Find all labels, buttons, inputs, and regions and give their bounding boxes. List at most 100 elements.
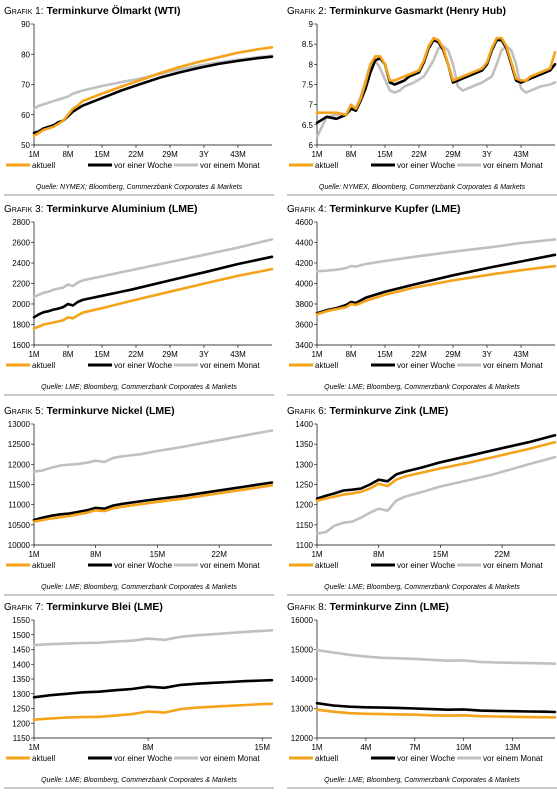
y-tick-label: 1400: [12, 660, 30, 669]
chart-panel-4: Grafik 4: Terminkurve Kupfer (LME) 3400 36…: [287, 202, 557, 397]
x-tick-label: 3Y: [482, 150, 492, 159]
x-tick-label: 43M: [230, 350, 246, 359]
legend-label-woche: vor einer Woche: [397, 561, 456, 570]
y-tick-label: 7.5: [302, 81, 314, 90]
series-line-aktuell: [32, 45, 274, 138]
x-tick-label: 4M: [360, 743, 371, 752]
y-tick-label: 11500: [8, 481, 30, 490]
chart-title-text: Terminkurve Gasmarkt (Henry Hub): [329, 5, 507, 17]
x-tick-label: 13M: [505, 743, 521, 752]
chart-title: Grafik 3: Terminkurve Aluminium (LME): [4, 202, 274, 216]
chart-title-text: Terminkurve Blei (LME): [46, 601, 163, 613]
y-tick-label: 4400: [295, 239, 313, 248]
chart-title-text: Terminkurve Zinn (LME): [329, 601, 449, 613]
series-line-aktuell: [315, 36, 557, 117]
y-tick-label: 13000: [291, 705, 314, 714]
y-tick-label: 90: [21, 20, 30, 29]
y-tick-label: 2000: [12, 300, 30, 309]
chart-title-text: Terminkurve Ölmarkt (WTI): [46, 5, 181, 17]
series-line-monat: [315, 455, 557, 535]
x-tick-label: 22M: [494, 550, 510, 559]
x-tick-label: 29M: [445, 350, 461, 359]
y-tick-label: 1200: [295, 501, 313, 510]
x-tick-label: 3Y: [199, 150, 209, 159]
y-tick-label: 4000: [295, 280, 313, 289]
legend-label-monat: vor einem Monat: [483, 561, 543, 570]
chart-panel-2: Grafik 2: Terminkurve Gasmarkt (Henry Hu…: [287, 4, 557, 197]
y-tick-label: 12500: [8, 440, 31, 449]
chart-title: Grafik 6: Terminkurve Zink (LME): [287, 404, 557, 418]
divider: [287, 594, 557, 596]
series-line-monat: [32, 628, 274, 647]
chart-number: Grafik 4:: [287, 204, 327, 215]
y-tick-label: 3400: [295, 341, 313, 350]
series-line-woche: [32, 481, 274, 522]
x-tick-label: 22M: [411, 350, 427, 359]
legend-label-monat: vor einem Monat: [200, 161, 260, 170]
y-tick-label: 12000: [291, 734, 314, 743]
source-note: Quelle: NYMEX, Bloomberg, Commerzbank Co…: [318, 184, 526, 191]
y-tick-label: 6: [309, 141, 314, 150]
y-tick-label: 1300: [295, 460, 313, 469]
y-tick-label: 50: [21, 141, 30, 150]
y-tick-label: 1550: [12, 616, 30, 625]
source-note: Quelle: LME; Bloomberg, Commerzbank Corp…: [324, 584, 520, 591]
x-tick-label: 10M: [456, 743, 472, 752]
series-line-woche: [32, 255, 274, 319]
series-line-aktuell: [315, 264, 557, 316]
divider: [4, 594, 274, 596]
y-tick-label: 1600: [12, 341, 30, 350]
line-chart: 1150 1200 1250 1300 1350 1400 1450 1500 1550 1M 8M…: [6, 616, 274, 763]
legend-label-woche: vor einer Woche: [397, 161, 456, 170]
x-tick-label: 8M: [62, 350, 73, 359]
x-tick-label: 29M: [162, 350, 178, 359]
y-tick-label: 16000: [291, 616, 314, 625]
x-tick-label: 22M: [128, 150, 144, 159]
y-tick-label: 11000: [8, 501, 30, 510]
legend-label-aktuell: aktuell: [315, 361, 338, 370]
divider: [4, 194, 274, 196]
y-tick-label: 15000: [291, 646, 314, 655]
legend-label-aktuell: aktuell: [32, 161, 55, 170]
x-tick-label: 3Y: [482, 350, 492, 359]
line-chart: 1600 1800 2000 2200 2400 2600 2800 1M 8M 15M 22M 29…: [6, 218, 274, 370]
line-chart: 3400 3600 3800 4000 4200 4400 4600 1M 8M 15M 22M 29…: [289, 218, 557, 370]
line-chart: 6 6.5 7 7.5 8 8.5 9 1M 8M 15M 22M 29M 3Y 43M aktuell vo…: [289, 20, 557, 170]
divider: [287, 194, 557, 196]
x-tick-label: 22M: [411, 150, 427, 159]
y-tick-label: 1800: [12, 321, 30, 330]
legend-label-woche: vor einer Woche: [397, 361, 456, 370]
chart-panel-3: Grafik 3: Terminkurve Aluminium (LME) 160…: [4, 202, 274, 397]
chart-title-text: Terminkurve Kupfer (LME): [329, 203, 461, 215]
legend-label-monat: vor einem Monat: [200, 361, 260, 370]
x-tick-label: 43M: [513, 150, 529, 159]
x-tick-label: 3Y: [199, 350, 209, 359]
chart-title: Grafik 2: Terminkurve Gasmarkt (Henry Hu…: [287, 4, 557, 18]
y-tick-label: 8: [309, 60, 314, 69]
x-tick-label: 1M: [311, 550, 322, 559]
x-tick-label: 8M: [90, 550, 101, 559]
chart-title: Grafik 1: Terminkurve Ölmarkt (WTI): [4, 4, 274, 18]
series-line-monat: [32, 238, 274, 299]
chart-panel-8: Grafik 8: Terminkurve Zinn (LME) 12000 130…: [287, 600, 557, 790]
series-line-monat: [315, 648, 557, 666]
y-tick-label: 1150: [13, 734, 31, 743]
y-tick-label: 4200: [295, 259, 313, 268]
series-line-aktuell: [315, 708, 557, 719]
legend-label-monat: vor einem Monat: [200, 754, 260, 763]
x-tick-label: 15M: [150, 550, 166, 559]
source-note: Quelle: LME; Bloomberg, Commerzbank Corp…: [41, 584, 237, 591]
chart-number: Grafik 1:: [4, 6, 44, 17]
x-tick-label: 15M: [94, 350, 110, 359]
divider: [4, 394, 274, 396]
y-tick-label: 1350: [295, 440, 313, 449]
line-chart: 10000 10500 11000 11500 12000 12500 13000 1M 8M 1…: [6, 420, 274, 570]
y-tick-label: 1400: [295, 420, 313, 429]
chart-number: Grafik 8:: [287, 602, 327, 613]
line-chart: 1100 1150 1200 1250 1300 1350 1400 1M 8M 15M 22M ak…: [289, 420, 557, 570]
chart-title: Grafik 5: Terminkurve Nickel (LME): [4, 404, 274, 418]
chart-title-text: Terminkurve Nickel (LME): [46, 405, 175, 417]
y-tick-label: 1150: [296, 521, 314, 530]
legend-label-woche: vor einer Woche: [397, 754, 456, 763]
legend-label-aktuell: aktuell: [32, 754, 55, 763]
